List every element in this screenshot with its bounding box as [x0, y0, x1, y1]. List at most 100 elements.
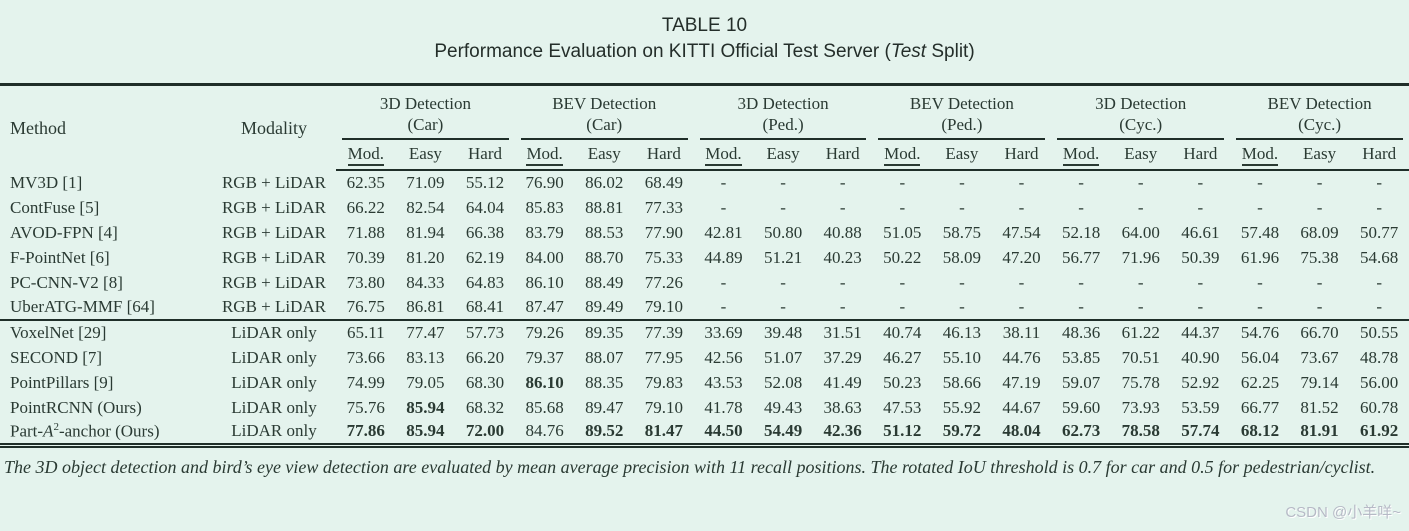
value-cell: 85.83 — [525, 197, 564, 217]
value-cell: 88.07 — [585, 347, 624, 367]
value-cell: 48.36 — [1051, 319, 1111, 345]
value-cell: 58.09 — [942, 247, 982, 267]
value-cell: - — [1197, 297, 1204, 316]
table-title-italic: Test — [890, 41, 927, 62]
method-cell: SECOND [7] — [10, 347, 103, 367]
value-cell: 85.94 — [395, 420, 456, 448]
value-cell: 44.50 — [693, 420, 754, 448]
value-cell: 73.67 — [1300, 347, 1339, 367]
column-subheader: Hard — [634, 140, 694, 171]
value-cell: 88.49 — [585, 272, 624, 292]
method-cell: AVOD-FPN [4] — [10, 222, 118, 242]
value-cell: 84.76 — [514, 420, 575, 448]
value-cell: 53.59 — [1181, 397, 1220, 417]
column-subheader: Hard — [991, 140, 1052, 171]
value-cell: 57.74 — [1170, 420, 1231, 448]
value-cell: - — [1376, 173, 1383, 192]
column-subheader: Hard — [455, 140, 515, 171]
value-cell: 85.68 — [525, 397, 564, 417]
value-cell: - — [839, 272, 846, 292]
value-cell: - — [1197, 173, 1204, 192]
value-cell: 65.11 — [336, 319, 396, 345]
value-cell: 54.49 — [753, 420, 813, 448]
value-cell: - — [899, 297, 906, 316]
value-cell: 47.53 — [883, 397, 922, 417]
value-cell: 68.12 — [1230, 420, 1290, 448]
value-cell: - — [1078, 197, 1084, 217]
value-cell: 56.04 — [1240, 347, 1280, 367]
value-cell: 87.47 — [525, 297, 564, 316]
column-subheader: Easy — [574, 140, 635, 171]
value-cell: 47.19 — [1002, 372, 1041, 392]
value-cell: 82.54 — [406, 197, 445, 217]
results-table: Method Modality 3D Detection (Car) BEV Detec… — [0, 83, 1409, 448]
column-subheader: Mod. — [336, 140, 396, 171]
value-cell: 42.56 — [704, 347, 743, 367]
column-header-method: Method — [0, 83, 212, 170]
column-subheader: Easy — [753, 140, 813, 171]
value-cell: 75.38 — [1300, 247, 1339, 267]
value-cell: 66.70 — [1289, 319, 1350, 345]
value-cell: 62.19 — [465, 247, 505, 267]
value-cell: - — [839, 197, 846, 217]
value-cell: 79.83 — [644, 372, 683, 392]
value-cell: 83.13 — [406, 347, 445, 367]
modality-cell: LiDAR only — [212, 319, 336, 345]
value-cell: 86.81 — [406, 297, 445, 316]
value-cell: - — [1376, 197, 1383, 217]
modality-cell: LiDAR only — [212, 420, 336, 448]
value-cell: - — [780, 272, 786, 292]
value-cell: 81.20 — [406, 247, 445, 267]
value-cell: 81.94 — [406, 222, 445, 242]
value-cell: 70.39 — [346, 247, 385, 267]
value-cell: 33.69 — [693, 319, 754, 345]
column-subheader: Hard — [812, 140, 873, 171]
value-cell: 68.41 — [465, 297, 505, 316]
table-footnote: The 3D object detection and bird’s eye v… — [4, 456, 1376, 477]
value-cell: 76.90 — [525, 173, 564, 192]
value-cell: 88.53 — [585, 222, 624, 242]
value-cell: - — [1078, 272, 1084, 292]
value-cell: - — [720, 297, 727, 316]
value-cell: 61.22 — [1110, 319, 1171, 345]
value-cell: 66.22 — [346, 197, 385, 217]
value-cell: 44.76 — [1002, 347, 1041, 367]
value-cell: - — [1137, 197, 1144, 217]
value-cell: 62.25 — [1240, 372, 1280, 392]
column-subheader: Easy — [1110, 140, 1171, 171]
value-cell: 77.39 — [634, 319, 694, 345]
modality-cell: RGB + LiDAR — [221, 297, 327, 316]
value-cell: 42.81 — [704, 222, 743, 242]
value-cell: - — [720, 197, 727, 217]
value-cell: 66.77 — [1240, 397, 1280, 417]
value-cell: - — [1257, 297, 1263, 316]
value-cell: 44.67 — [1002, 397, 1041, 417]
modality-cell: RGB + LiDAR — [221, 172, 327, 192]
value-cell: 58.66 — [942, 372, 982, 392]
table-row: AVOD-FPN [4] RGB + LiDAR 71.88 81.94 66.38 83… — [0, 220, 1409, 245]
value-cell: 61.96 — [1240, 247, 1280, 267]
value-cell: 68.30 — [465, 372, 505, 392]
value-cell: - — [780, 173, 786, 192]
value-cell: 31.51 — [812, 319, 873, 345]
modality-cell: RGB + LiDAR — [221, 222, 327, 242]
method-cell: Part-A2-anchor (Ours) — [0, 420, 212, 448]
value-cell: 64.04 — [465, 197, 505, 217]
value-cell: - — [1316, 197, 1323, 217]
value-cell: 40.90 — [1181, 347, 1220, 367]
modality-cell: LiDAR only — [231, 347, 317, 367]
results-table-head: Method Modality 3D Detection (Car) BEV Detec… — [0, 83, 1409, 171]
watermark: CSDN @小羊咩~ — [1285, 504, 1401, 521]
value-cell: 38.11 — [991, 319, 1052, 345]
value-cell: 77.33 — [644, 197, 683, 217]
value-cell: 71.88 — [346, 222, 385, 242]
value-cell: 56.77 — [1061, 247, 1101, 267]
value-cell: - — [780, 197, 786, 217]
column-subheader: Mod. — [1230, 140, 1290, 171]
column-group-header: BEV Detection (Ped.) — [872, 83, 1052, 140]
value-cell: 50.77 — [1360, 222, 1399, 242]
column-subheader: Easy — [1289, 140, 1350, 171]
column-subheader: Mod. — [693, 140, 754, 171]
value-cell: 51.07 — [763, 347, 803, 367]
value-cell: 77.86 — [336, 420, 396, 448]
